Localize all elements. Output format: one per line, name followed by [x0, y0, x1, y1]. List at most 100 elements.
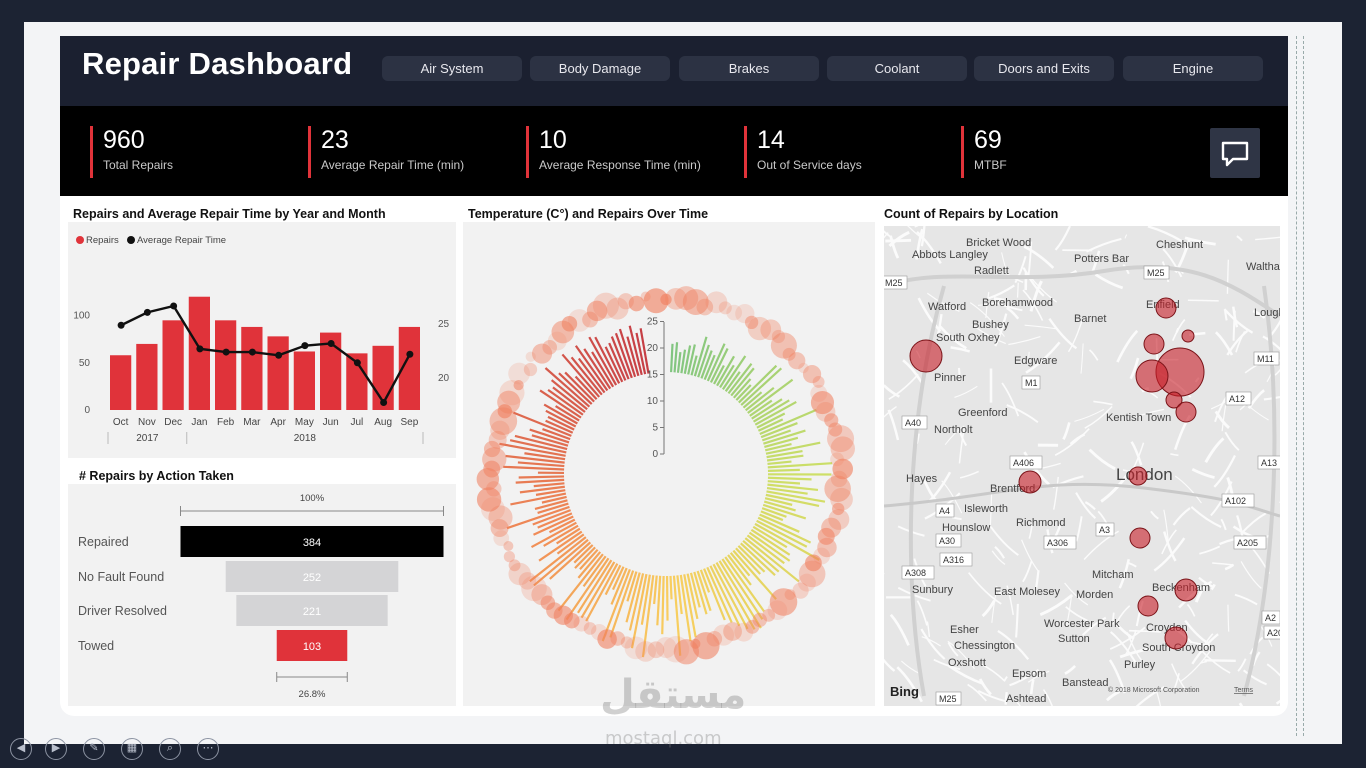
kpi-label: Average Repair Time (min): [321, 158, 465, 172]
map-road-shield: [1225, 391, 1252, 406]
map-street: [1252, 309, 1266, 319]
funnel-bar: [236, 595, 388, 626]
map-place-label: Richmond: [1016, 517, 1066, 529]
map-street: [1263, 395, 1280, 401]
temperature-spike: [626, 336, 640, 377]
nav-air-system[interactable]: Air System: [382, 56, 522, 81]
repair-bubble: [643, 288, 669, 314]
temperature-spike: [604, 564, 622, 596]
temperature-spike: [577, 559, 613, 614]
map-street: [991, 550, 1006, 565]
next-slide-icon[interactable]: ▶: [45, 738, 67, 760]
funnel-category-label: Towed: [78, 639, 114, 653]
chat-button[interactable]: [1210, 128, 1260, 178]
nav-coolant[interactable]: Coolant: [827, 56, 967, 81]
temperature-spike: [679, 574, 692, 642]
map-road-shield: [1233, 535, 1267, 550]
map-street: [884, 658, 896, 672]
map-street: [1226, 259, 1230, 294]
temperature-spike: [712, 563, 749, 630]
map-street: [1083, 530, 1120, 561]
map-street: [994, 545, 1005, 559]
nav-body-damage[interactable]: Body Damage: [530, 56, 670, 81]
map-repair-bubble: [1128, 466, 1148, 486]
repair-bubble: [606, 297, 629, 320]
temperature-spike: [604, 346, 624, 383]
temperature-spike: [544, 367, 591, 408]
temperature-spike: [756, 519, 808, 548]
temperature-spike: [757, 418, 784, 432]
map-street: [957, 367, 962, 381]
map-canvas[interactable]: Bricket Wood Cheshunt Abbots Langley Radlet…: [884, 226, 1280, 706]
temperature-spike: [706, 343, 726, 382]
repair-bubble: [831, 502, 845, 516]
map-street: [1062, 422, 1071, 441]
temperature-spike: [635, 332, 647, 375]
map-road-label: A20: [1267, 628, 1280, 638]
nav-doors-and-exits[interactable]: Doors and Exits: [974, 56, 1114, 81]
temperature-spike: [756, 412, 786, 429]
temperature-spike: [529, 428, 570, 444]
x-tick-label: May: [295, 417, 314, 428]
map-road-shield: [1009, 455, 1043, 470]
temperature-spike: [517, 461, 565, 468]
temperature-spike: [588, 336, 618, 386]
temperature-spike: [760, 510, 784, 522]
y2-tick-label: 20: [438, 373, 450, 384]
map-street: [1212, 562, 1234, 566]
repair-bubble: [590, 623, 608, 641]
nav-engine[interactable]: Engine: [1123, 56, 1263, 81]
temperature-spike: [640, 574, 651, 625]
map-street: [1163, 531, 1177, 562]
kpi-label: MTBF: [974, 158, 1007, 172]
temperature-spike: [574, 345, 609, 392]
repair-bubble: [726, 304, 743, 321]
funnel-value-label: 103: [303, 641, 321, 653]
temperature-spike: [608, 342, 627, 381]
prev-slide-icon[interactable]: ◀: [10, 738, 32, 760]
pen-icon[interactable]: ✎: [83, 738, 105, 760]
map-street: [1088, 349, 1099, 361]
temperature-spike: [539, 389, 582, 419]
map-street: [997, 269, 1008, 275]
map-repair-bubble: [1155, 297, 1177, 319]
repair-bubble: [655, 636, 677, 659]
temperature-spike: [748, 531, 791, 562]
repair-bubble: [735, 304, 755, 324]
more-options-icon[interactable]: ⋯: [197, 738, 219, 760]
temperature-spike: [689, 572, 701, 608]
map-road-label: A40: [905, 418, 921, 428]
temperature-spike: [519, 485, 565, 494]
repair-bubble: [513, 380, 524, 391]
map-road-shield: [884, 275, 908, 290]
kpi-value: 23: [321, 126, 349, 154]
kpi-label: Out of Service days: [757, 158, 862, 172]
nav-brakes[interactable]: Brakes: [679, 56, 819, 81]
slides-grid-icon[interactable]: ▦: [121, 738, 143, 760]
temperature-spike: [757, 516, 812, 544]
map-repair-bubble: [1137, 595, 1159, 617]
repair-bubble: [705, 291, 728, 314]
zoom-icon[interactable]: ⌕: [159, 738, 181, 760]
map-street: [994, 585, 1003, 596]
map-street: [1004, 691, 1008, 705]
map-place-label: Kentish Town: [1106, 412, 1171, 424]
temperature-spike: [676, 575, 683, 615]
map-street: [1023, 245, 1055, 269]
map-street: [1161, 529, 1177, 555]
map-place-label: East Molesey: [994, 586, 1061, 598]
temperature-spike: [683, 574, 697, 638]
map-repair-bubble: [1135, 359, 1169, 393]
map-street: [1213, 455, 1237, 488]
location-map[interactable]: Bricket Wood Cheshunt Abbots Langley Radlet…: [884, 226, 1280, 706]
temperature-spike: [738, 364, 778, 404]
temperature-spike: [747, 378, 794, 414]
temperature-spike: [506, 505, 570, 530]
map-place-label: Chessington: [954, 640, 1015, 652]
temperature-spike: [610, 336, 630, 380]
map-street: [1127, 561, 1137, 568]
map-street: [1065, 594, 1073, 628]
temperature-spike: [510, 492, 567, 506]
map-street: [1022, 560, 1033, 583]
bar-repairs: [215, 320, 237, 410]
